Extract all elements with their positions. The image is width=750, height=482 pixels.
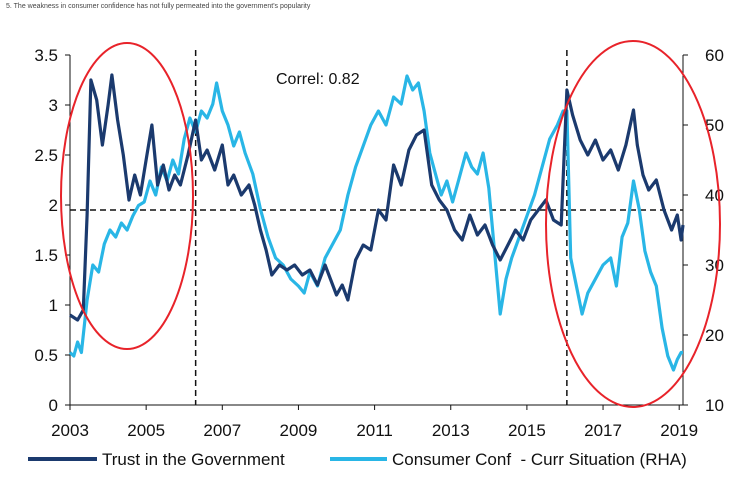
x-tick-label: 2011 xyxy=(356,421,393,440)
x-tick-label: 2015 xyxy=(508,421,546,440)
right-tick-label: 30 xyxy=(705,256,724,275)
left-axis: 0 0.5 1 1.5 2 2.5 3 3.5 xyxy=(34,46,71,415)
highlight-circle-left xyxy=(60,42,194,350)
highlight-circle-right xyxy=(545,40,721,408)
highlight-circles xyxy=(60,40,721,408)
left-tick-label: 2.5 xyxy=(34,146,58,165)
x-axis: 2003 2005 2007 2009 2011 2013 2015 2017 2019 xyxy=(51,404,698,440)
left-tick-label: 0.5 xyxy=(34,346,58,365)
x-tick-label: 2003 xyxy=(51,421,89,440)
right-tick-label: 50 xyxy=(705,116,724,135)
right-tick-label: 60 xyxy=(705,46,724,65)
chart-title: 5. The weakness in consumer confidence h… xyxy=(6,3,311,10)
x-tick-label: 2005 xyxy=(127,421,165,440)
right-tick-label: 10 xyxy=(705,396,724,415)
left-tick-label: 3.5 xyxy=(34,46,58,65)
right-axis: 10 20 30 40 50 60 xyxy=(682,46,724,415)
x-tick-label: 2009 xyxy=(280,421,318,440)
series-line-trust xyxy=(69,73,685,322)
legend: Trust in the Government Consumer Conf - … xyxy=(28,450,687,469)
right-tick-label: 20 xyxy=(705,326,724,345)
legend-label-consumer: Consumer Conf - Curr Situation (RHA) xyxy=(392,450,687,469)
left-tick-label: 1.5 xyxy=(34,246,58,265)
reference-lines xyxy=(70,50,683,405)
left-tick-label: 3 xyxy=(49,96,58,115)
x-tick-label: 2013 xyxy=(432,421,470,440)
left-tick-label: 0 xyxy=(49,396,58,415)
correlation-annotation: Correl: 0.82 xyxy=(276,71,360,88)
series-lines xyxy=(68,73,685,372)
x-tick-label: 2019 xyxy=(660,421,698,440)
legend-label-trust: Trust in the Government xyxy=(102,450,285,469)
left-tick-label: 1 xyxy=(49,296,58,315)
x-tick-label: 2007 xyxy=(203,421,241,440)
right-tick-label: 40 xyxy=(705,186,724,205)
left-tick-label: 2 xyxy=(49,196,58,215)
x-tick-label: 2017 xyxy=(584,421,622,440)
